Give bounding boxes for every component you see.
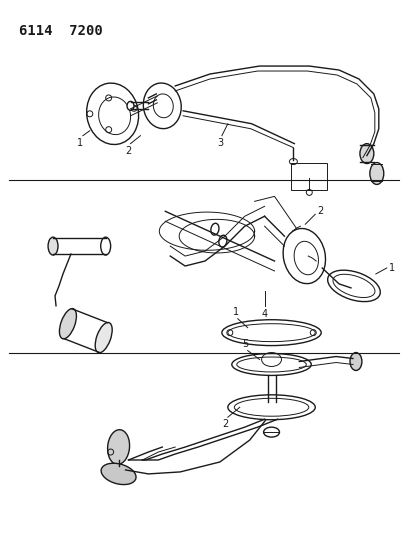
Ellipse shape [101,237,111,255]
Ellipse shape [211,223,219,235]
Ellipse shape [127,101,134,110]
Ellipse shape [101,463,136,484]
Ellipse shape [60,309,76,339]
Ellipse shape [108,430,130,464]
Ellipse shape [289,158,297,165]
Text: 1: 1 [77,138,83,148]
Text: 5: 5 [243,338,249,349]
Ellipse shape [370,163,384,184]
Ellipse shape [48,237,58,255]
Ellipse shape [95,322,112,353]
Ellipse shape [360,144,374,164]
Text: 1: 1 [233,306,239,317]
Text: 1: 1 [389,263,395,273]
Text: 3: 3 [217,138,223,148]
Text: 2: 2 [223,419,229,429]
Ellipse shape [350,352,362,370]
Ellipse shape [219,235,227,247]
Ellipse shape [264,427,279,437]
Text: 4: 4 [262,309,268,319]
Text: 2: 2 [317,206,324,216]
Text: 6114  7200: 6114 7200 [19,25,103,38]
Text: 2: 2 [125,146,132,156]
